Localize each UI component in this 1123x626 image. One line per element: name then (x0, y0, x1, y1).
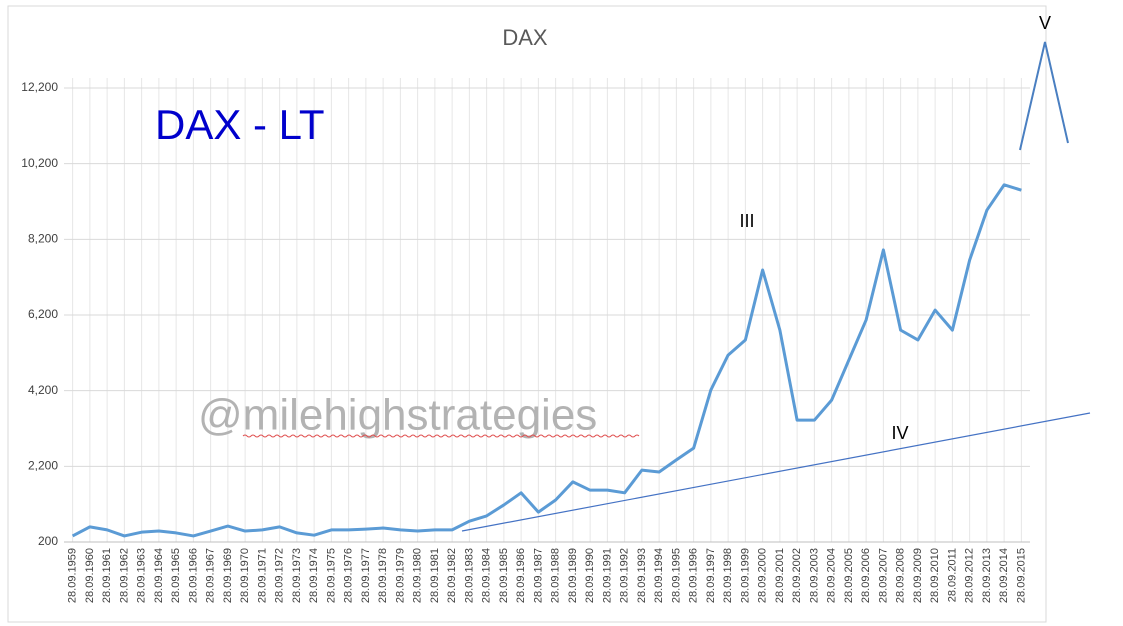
y-tick-label: 8,200 (28, 232, 58, 246)
x-tick-label: 28.09.1978 (377, 548, 389, 603)
x-tick-label: 28.09.2000 (757, 548, 769, 603)
y-tick-label: 10,200 (21, 156, 58, 170)
x-tick-label: 28.09.1988 (550, 548, 562, 603)
x-tick-label: 28.09.2001 (774, 548, 786, 603)
x-tick-label: 28.09.1963 (136, 548, 148, 603)
x-tick-label: 28.09.1970 (239, 548, 251, 603)
x-tick-label: 28.09.1962 (118, 548, 130, 603)
y-tick-label: 2,200 (28, 459, 58, 473)
x-tick-label: 28.09.2010 (929, 548, 941, 603)
x-tick-label: 28.09.1994 (653, 548, 665, 603)
x-tick-label: 28.09.1959 (67, 548, 79, 603)
x-tick-label: 28.09.1983 (463, 548, 475, 603)
wave-label: III (739, 211, 754, 231)
data-line (71, 183, 1022, 538)
spell-underline (242, 434, 640, 438)
x-tick-label: 28.09.2008 (895, 548, 907, 603)
x-tick-label: 28.09.1995 (670, 548, 682, 603)
watermark: @milehighstrategies (198, 391, 597, 440)
x-tick-label: 28.09.1996 (688, 548, 700, 603)
x-tick-label: 28.09.2009 (912, 548, 924, 603)
wave-label: IV (891, 423, 908, 443)
x-tick-label: 28.09.1961 (101, 548, 113, 603)
x-tick-label: 28.09.1997 (705, 548, 717, 603)
y-tick-label: 12,200 (21, 80, 58, 94)
x-tick-label: 28.09.2013 (981, 548, 993, 603)
x-tick-label: 28.09.1974 (308, 548, 320, 603)
grid (64, 78, 1030, 543)
x-tick-label: 28.09.2012 (964, 548, 976, 603)
x-tick-label: 28.09.1969 (222, 548, 234, 603)
x-tick-label: 28.09.1965 (170, 548, 182, 603)
x-tick-label: 28.09.2004 (826, 548, 838, 603)
x-tick-label: 28.09.1964 (153, 548, 165, 603)
chart-title: DAX (502, 25, 548, 50)
x-tick-label: 28.09.1991 (601, 548, 613, 603)
x-tick-label: 28.09.1982 (446, 548, 458, 603)
x-tick-label: 28.09.1993 (636, 548, 648, 603)
x-tick-label: 28.09.1980 (412, 548, 424, 603)
x-tick-label: 28.09.1972 (274, 548, 286, 603)
x-tick-label: 28.09.1984 (481, 548, 493, 603)
x-tick-label: 28.09.2015 (1015, 548, 1027, 603)
chart-border (7, 5, 1047, 623)
y-tick-label: 6,200 (28, 307, 58, 321)
x-tick-label: 28.09.1981 (429, 548, 441, 603)
y-tick-label: 200 (38, 534, 58, 548)
x-tick-label: 28.09.1985 (498, 548, 510, 603)
annotation-title: DAX - LT (155, 101, 325, 148)
x-tick-label: 28.09.2006 (860, 548, 872, 603)
wave-label: V (1039, 13, 1051, 33)
x-tick-label: 28.09.1999 (739, 548, 751, 603)
x-tick-label: 28.09.2007 (877, 548, 889, 603)
x-tick-label: 28.09.1990 (584, 548, 596, 603)
trend-line (461, 412, 1091, 532)
x-tick-label: 28.09.1966 (187, 548, 199, 603)
x-tick-label: 28.09.2005 (843, 548, 855, 603)
x-tick-label: 28.09.2011 (946, 548, 958, 602)
x-tick-label: 28.09.1967 (205, 548, 217, 603)
x-tick-label: 28.09.1998 (722, 548, 734, 603)
x-tick-label: 28.09.1971 (256, 548, 268, 603)
x-tick-label: 28.09.1977 (360, 548, 372, 603)
x-tick-label: 28.09.1975 (325, 548, 337, 603)
x-tick-label: 28.09.1986 (515, 548, 527, 603)
x-tick-label: 28.09.1992 (619, 548, 631, 603)
x-tick-label: 28.09.1976 (343, 548, 355, 603)
x-tick-label: 28.09.1989 (567, 548, 579, 603)
y-tick-label: 4,200 (28, 383, 58, 397)
x-tick-label: 28.09.1973 (291, 548, 303, 603)
wave-projection (1019, 41, 1069, 151)
x-tick-label: 28.09.2003 (808, 548, 820, 603)
x-tick-label: 28.09.1960 (84, 548, 96, 603)
x-tick-label: 28.09.1987 (532, 548, 544, 603)
x-tick-label: 28.09.1979 (394, 548, 406, 603)
x-tick-label: 28.09.2014 (998, 548, 1010, 603)
x-tick-label: 28.09.2002 (791, 548, 803, 603)
